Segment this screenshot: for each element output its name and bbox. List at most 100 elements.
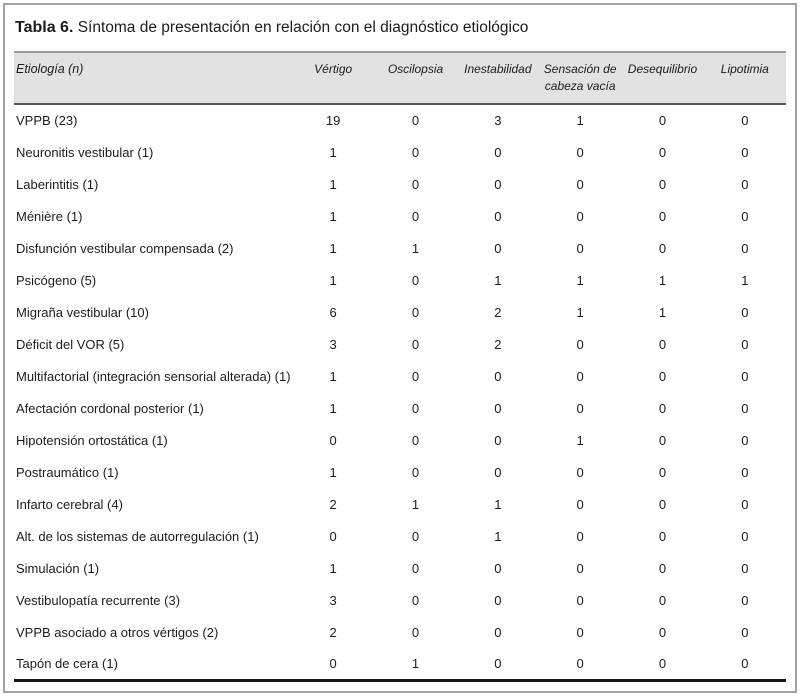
etiologia-cell: Afectación cordonal posterior (1)	[16, 400, 204, 416]
value-cell-vertigo: 19	[325, 113, 341, 129]
value-cell-oscilopsia: 0	[411, 464, 420, 480]
value-cell-oscilopsia: 0	[411, 304, 420, 320]
value-cell-lipotimia: 0	[741, 560, 749, 576]
value-cell-inestabilidad: 2	[494, 304, 502, 320]
value-cell-oscilopsia: 0	[411, 528, 420, 544]
value-cell-oscilopsia: 0	[411, 144, 420, 160]
value-cell-lipotimia: 0	[741, 240, 749, 256]
value-cell-desequilibrio: 0	[658, 368, 667, 384]
value-cell-oscilopsia: 1	[411, 240, 420, 256]
etiologia-cell: VPPB (23)	[16, 113, 78, 129]
value-cell-oscilopsia: 0	[411, 336, 420, 352]
table-row: Vestibulopatía recurrente (3) 3 0 0 0 0 …	[14, 584, 786, 616]
value-cell-sensacion: 0	[576, 336, 584, 352]
value-cell-oscilopsia: 0	[411, 113, 420, 129]
table-row: Laberintitis (1) 1 0 0 0 0 0	[14, 168, 786, 200]
value-cell-sensacion: 0	[538, 648, 622, 682]
value-cell-sensacion: 0	[576, 176, 584, 192]
value-cell-sensacion: 0	[576, 240, 584, 256]
value-cell-desequilibrio: 0	[658, 208, 667, 224]
value-cell-vertigo: 1	[329, 176, 337, 192]
value-cell-sensacion: 0	[576, 144, 584, 160]
value-cell-inestabilidad: 2	[494, 336, 502, 352]
value-cell-sensacion: 0	[576, 208, 584, 224]
header-row: Etiología (n) Vértigo Oscilopsia Inestab…	[14, 50, 786, 106]
value-cell-sensacion: 0	[576, 592, 584, 608]
value-cell-lipotimia: 0	[741, 592, 749, 608]
value-cell-inestabilidad: 0	[494, 592, 502, 608]
value-cell-sensacion: 1	[576, 113, 584, 129]
value-cell-inestabilidad: 0	[494, 624, 502, 640]
table-caption: Tabla 6. Síntoma de presentación en rela…	[14, 5, 786, 51]
etiologia-cell: Ménière (1)	[16, 208, 83, 224]
value-cell-oscilopsia: 0	[411, 272, 420, 288]
value-cell-inestabilidad: 0	[494, 400, 502, 416]
value-cell-lipotimia: 0	[703, 648, 786, 682]
value-cell-vertigo: 1	[329, 560, 337, 576]
value-cell-sensacion: 0	[576, 400, 584, 416]
etiologia-cell: Laberintitis (1)	[16, 176, 99, 192]
value-cell-vertigo: 0	[329, 528, 337, 544]
table-row: Postraumático (1) 1 0 0 0 0 0	[14, 456, 786, 488]
value-cell-desequilibrio: 0	[658, 176, 667, 192]
value-cell-lipotimia: 0	[741, 496, 749, 512]
col-header-desequilibrio: Desequilibrio	[621, 50, 704, 106]
value-cell-desequilibrio: 0	[658, 528, 667, 544]
etiologia-cell: Psicógeno (5)	[16, 272, 97, 288]
table-row: Psicógeno (5) 1 0 1 1 1 1	[14, 264, 786, 296]
table-row: Simulación (1) 1 0 0 0 0 0	[14, 552, 786, 584]
value-cell-vertigo: 3	[329, 336, 337, 352]
value-cell-lipotimia: 0	[741, 432, 749, 448]
value-cell-desequilibrio: 0	[658, 624, 667, 640]
col-header-vertigo: Vértigo	[292, 50, 375, 106]
table-row: VPPB asociado a otros vértigos (2) 2 0 0…	[14, 616, 786, 648]
value-cell-inestabilidad: 1	[494, 496, 502, 512]
table-row: Hipotensión ortostática (1) 0 0 0 1 0 0	[14, 424, 786, 456]
etiologia-cell: Déficit del VOR (5)	[16, 336, 125, 352]
value-cell-oscilopsia: 0	[411, 208, 420, 224]
value-cell-desequilibrio: 1	[658, 272, 667, 288]
etiologia-cell: Alt. de los sistemas de autorregulación …	[16, 528, 259, 544]
value-cell-lipotimia: 0	[741, 400, 749, 416]
value-cell-lipotimia: 0	[741, 336, 749, 352]
col-header-oscilopsia: Oscilopsia	[374, 50, 457, 106]
value-cell-inestabilidad: 3	[494, 113, 502, 129]
etiologia-cell: Tapón de cera (1)	[14, 648, 292, 682]
value-cell-desequilibrio: 0	[658, 336, 667, 352]
value-cell-oscilopsia: 0	[411, 560, 420, 576]
value-cell-vertigo: 2	[329, 496, 337, 512]
value-cell-sensacion: 0	[576, 528, 584, 544]
value-cell-inestabilidad: 0	[456, 648, 539, 682]
value-cell-vertigo: 2	[329, 624, 337, 640]
value-cell-inestabilidad: 0	[494, 560, 502, 576]
value-cell-lipotimia: 0	[741, 144, 749, 160]
table-header: Etiología (n) Vértigo Oscilopsia Inestab…	[14, 50, 786, 106]
value-cell-lipotimia: 0	[741, 528, 749, 544]
value-cell-vertigo: 1	[329, 400, 337, 416]
value-cell-lipotimia: 0	[741, 113, 749, 129]
table-row: Disfunción vestibular compensada (2) 1 1…	[14, 232, 786, 264]
value-cell-inestabilidad: 0	[494, 144, 502, 160]
value-cell-inestabilidad: 0	[494, 464, 502, 480]
value-cell-sensacion: 1	[576, 432, 584, 448]
etiologia-cell: Hipotensión ortostática (1)	[16, 432, 168, 448]
col-header-lipotimia: Lipotimia	[703, 50, 786, 106]
value-cell-vertigo: 1	[329, 208, 337, 224]
data-table: Etiología (n) Vértigo Oscilopsia Inestab…	[14, 50, 786, 682]
value-cell-lipotimia: 0	[741, 176, 749, 192]
value-cell-oscilopsia: 0	[411, 176, 420, 192]
value-cell-sensacion: 0	[576, 496, 584, 512]
value-cell-vertigo: 1	[329, 464, 337, 480]
col-header-inestabilidad: Inestabilidad	[456, 50, 539, 106]
value-cell-desequilibrio: 1	[658, 304, 667, 320]
table-row: Alt. de los sistemas de autorregulación …	[14, 520, 786, 552]
value-cell-inestabilidad: 1	[494, 528, 502, 544]
table-row: Multifactorial (integración sensorial al…	[14, 360, 786, 392]
value-cell-desequilibrio: 0	[658, 240, 667, 256]
value-cell-vertigo: 0	[329, 432, 337, 448]
value-cell-inestabilidad: 1	[494, 272, 502, 288]
value-cell-desequilibrio: 0	[658, 496, 667, 512]
table-row: Déficit del VOR (5) 3 0 2 0 0 0	[14, 328, 786, 360]
value-cell-vertigo: 1	[329, 272, 337, 288]
etiologia-cell: Disfunción vestibular compensada (2)	[16, 240, 234, 256]
